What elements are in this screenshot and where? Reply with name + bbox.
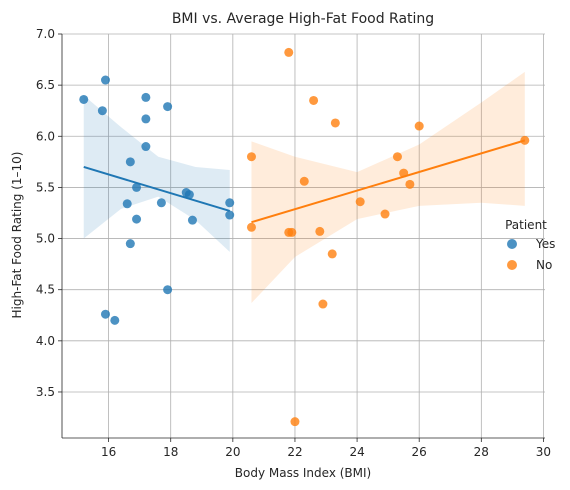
x-tick-label: 24 (349, 445, 364, 459)
legend-marker-yes (507, 239, 517, 249)
data-point-no (405, 179, 415, 189)
y-axis-label: High-Fat Food Rating (1–10) (10, 152, 24, 319)
data-point-no (318, 299, 328, 309)
data-point-no (327, 249, 337, 259)
data-point-yes (156, 198, 166, 208)
x-tick-label: 28 (474, 445, 489, 459)
data-point-yes (132, 182, 142, 192)
scatter-points (79, 47, 530, 427)
y-tick-label: 3.5 (36, 385, 55, 399)
y-tick-label: 4.5 (36, 283, 55, 297)
chart-title: BMI vs. Average High-Fat Food Rating (172, 11, 434, 27)
data-point-no (355, 197, 365, 207)
data-point-yes (100, 309, 110, 319)
data-point-yes (110, 315, 120, 325)
confidence-band-no (251, 71, 525, 303)
legend-marker-no (507, 260, 517, 270)
data-point-yes (163, 285, 173, 295)
x-tick-label: 18 (163, 445, 178, 459)
data-point-no (284, 47, 294, 57)
data-point-yes (79, 94, 89, 104)
x-tick-label: 20 (225, 445, 240, 459)
confidence-bands (83, 71, 525, 303)
data-point-no (246, 222, 256, 232)
data-point-yes (184, 190, 194, 200)
data-point-yes (187, 215, 197, 225)
regression-line-no (251, 139, 526, 224)
y-tick-label: 5.0 (36, 232, 55, 246)
legend-label-yes: Yes (535, 237, 555, 251)
y-axis-ticks: 3.5 4.0 4.5 5.0 5.5 6.0 6.5 7.0 (36, 27, 62, 399)
x-tick-label: 22 (287, 445, 302, 459)
data-point-no (290, 417, 300, 427)
legend: Patient Yes No (505, 218, 555, 272)
data-point-no (315, 226, 325, 236)
data-point-yes (97, 106, 107, 116)
data-point-yes (141, 92, 151, 102)
x-axis-ticks: 16 18 20 22 24 26 28 30 (101, 438, 551, 459)
x-tick-label: 30 (536, 445, 551, 459)
data-point-yes (141, 114, 151, 124)
data-point-no (287, 227, 297, 237)
data-point-no (299, 176, 309, 186)
data-point-no (246, 152, 256, 162)
data-point-no (309, 95, 319, 105)
data-point-no (380, 209, 390, 219)
data-point-no (330, 118, 340, 128)
legend-label-no: No (536, 258, 552, 272)
data-point-yes (225, 210, 235, 220)
regression-line-yes (83, 166, 231, 212)
x-tick-label: 26 (412, 445, 427, 459)
y-tick-label: 6.0 (36, 129, 55, 143)
data-point-yes (163, 102, 173, 112)
data-point-yes (132, 214, 142, 224)
regression-lines (83, 139, 526, 224)
x-tick-label: 16 (101, 445, 116, 459)
data-point-yes (122, 199, 132, 209)
y-tick-label: 4.0 (36, 334, 55, 348)
data-point-yes (225, 198, 235, 208)
axes (61, 34, 545, 439)
x-axis-label: Body Mass Index (BMI) (235, 466, 371, 480)
y-tick-label: 7.0 (36, 27, 55, 41)
confidence-band-yes (83, 95, 230, 252)
data-point-no (392, 152, 402, 162)
y-tick-label: 5.5 (36, 180, 55, 194)
grid-lines (62, 33, 545, 438)
data-point-yes (125, 157, 135, 167)
data-point-yes (100, 75, 110, 85)
data-point-yes (125, 239, 135, 249)
y-tick-label: 6.5 (36, 78, 55, 92)
legend-title: Patient (505, 218, 547, 232)
data-point-no (414, 121, 424, 131)
data-point-yes (141, 142, 151, 152)
